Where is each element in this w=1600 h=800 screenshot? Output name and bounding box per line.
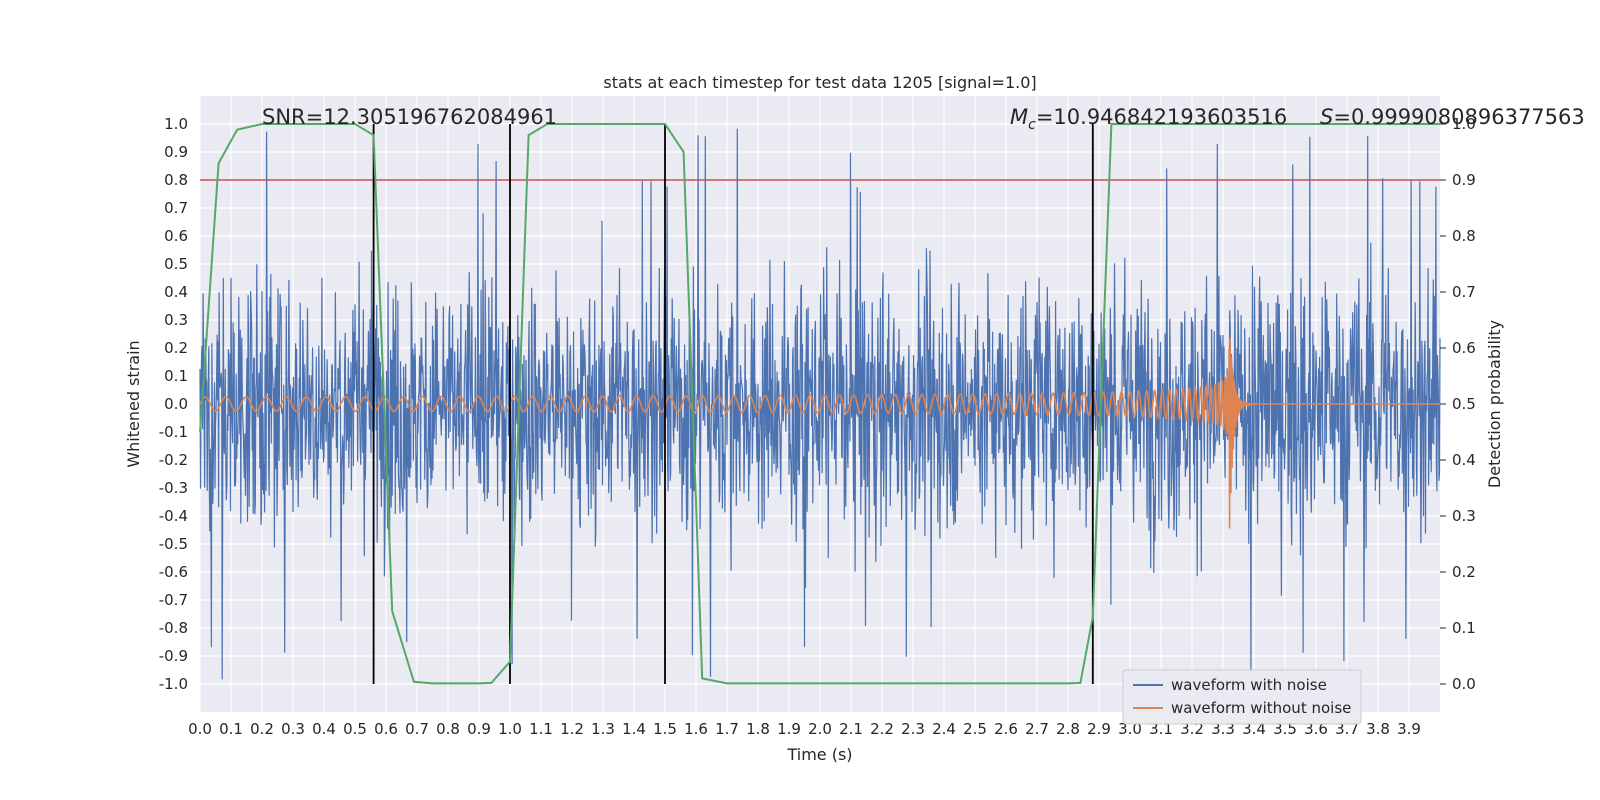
- y2-axis-label: Detection probability: [1485, 320, 1504, 488]
- y-tick-label: 0.4: [164, 283, 188, 301]
- y2-tick-label: 0.3: [1452, 507, 1476, 525]
- y-tick-label: -0.4: [159, 507, 188, 525]
- x-tick-label: 2.2: [870, 720, 894, 738]
- y2-axis-ticks: 1.0 0.9 0.8 0.7 0.6 0.5 0.4 0.3 0.2 0.1 0.0: [1440, 115, 1476, 693]
- y-tick-label: 0.5: [164, 255, 188, 273]
- y-tick-label: 0.2: [164, 339, 188, 357]
- x-tick-label: 0.9: [467, 720, 491, 738]
- s-value: =0.9999080896377563: [1333, 105, 1584, 129]
- x-tick-label: 2.3: [901, 720, 925, 738]
- detection-probability-line: [199, 123, 1440, 685]
- y-tick-label: -0.6: [159, 563, 188, 581]
- x-tick-label: 3.8: [1366, 720, 1390, 738]
- y-tick-label: -0.1: [159, 423, 188, 441]
- y2-tick-label: 0.6: [1452, 339, 1476, 357]
- y2-tick-label: 0.5: [1452, 395, 1476, 413]
- x-tick-label: 2.5: [963, 720, 987, 738]
- chart-title: stats at each timestep for test data 120…: [603, 73, 1036, 92]
- x-tick-label: 2.0: [808, 720, 832, 738]
- y-tick-label: 0.6: [164, 227, 188, 245]
- y-tick-label: 1.0: [164, 115, 188, 133]
- y-tick-label: 0.9: [164, 143, 188, 161]
- y-tick-label: 0.7: [164, 199, 188, 217]
- x-tick-label: 2.9: [1087, 720, 1111, 738]
- legend: waveform with noise waveform without noi…: [1122, 669, 1362, 725]
- s-annotation: S=0.9999080896377563: [1320, 105, 1585, 129]
- y-tick-label: -0.2: [159, 451, 188, 469]
- x-tick-label: 2.7: [1025, 720, 1049, 738]
- x-tick-label: 0.3: [281, 720, 305, 738]
- x-tick-label: 1.6: [684, 720, 708, 738]
- x-tick-label: 1.2: [560, 720, 584, 738]
- x-tick-label: 2.1: [839, 720, 863, 738]
- x-tick-label: 0.5: [343, 720, 367, 738]
- chirp-mass-annotation: Mc=10.946842193603516: [1010, 105, 1287, 133]
- x-tick-label: 0.7: [405, 720, 429, 738]
- x-tick-label: 3.9: [1397, 720, 1421, 738]
- x-axis-label: Time (s): [786, 745, 852, 764]
- x-tick-label: 1.8: [746, 720, 770, 738]
- y-tick-label: 0.8: [164, 171, 188, 189]
- x-tick-label: 0.0: [188, 720, 212, 738]
- x-tick-label: 1.3: [591, 720, 615, 738]
- y2-tick-label: 0.4: [1452, 451, 1476, 469]
- legend-label-clean: waveform without noise: [1171, 699, 1351, 717]
- y-tick-label: -0.8: [159, 619, 188, 637]
- x-tick-label: 0.2: [250, 720, 274, 738]
- mc-symbol: M: [1010, 105, 1028, 129]
- y-tick-label: -0.7: [159, 591, 188, 609]
- y2-tick-label: 0.8: [1452, 227, 1476, 245]
- x-tick-label: 1.7: [715, 720, 739, 738]
- x-tick-label: 2.6: [994, 720, 1018, 738]
- y-tick-label: -0.3: [159, 479, 188, 497]
- y-tick-label: -0.5: [159, 535, 188, 553]
- y2-tick-label: 0.9: [1452, 171, 1476, 189]
- y2-tick-label: 0.2: [1452, 563, 1476, 581]
- x-tick-label: 1.4: [622, 720, 646, 738]
- mc-subscript: c: [1028, 117, 1036, 133]
- y-tick-label: 0.0: [164, 395, 188, 413]
- x-tick-label: 1.9: [777, 720, 801, 738]
- x-tick-label: 1.5: [653, 720, 677, 738]
- y-axis-ticks: 1.0 0.9 0.8 0.7 0.6 0.5 0.4 0.3 0.2 0.1 0.0 -0.1 -0.…: [159, 115, 188, 693]
- waveform-without-noise-line: [199, 337, 1440, 529]
- x-tick-label: 2.8: [1056, 720, 1080, 738]
- x-tick-label: 0.8: [436, 720, 460, 738]
- y2-tick-label: 1.0: [1452, 115, 1476, 133]
- series-detection-probability: [199, 123, 1440, 685]
- y-axis-label: Whitened strain: [124, 340, 143, 467]
- x-tick-label: 0.1: [219, 720, 243, 738]
- y2-tick-label: 0.7: [1452, 283, 1476, 301]
- series-waveform-without-noise: [199, 337, 1440, 529]
- x-tick-label: 1.1: [529, 720, 553, 738]
- y-tick-label: 0.3: [164, 311, 188, 329]
- x-tick-label: 2.4: [932, 720, 956, 738]
- x-tick-label: 0.4: [312, 720, 336, 738]
- legend-box: [1122, 669, 1362, 725]
- y-tick-label: -0.9: [159, 647, 188, 665]
- y-tick-label: -1.0: [159, 675, 188, 693]
- x-tick-label: 0.6: [374, 720, 398, 738]
- y2-tick-label: 0.0: [1452, 675, 1476, 693]
- legend-label-noisy: waveform with noise: [1171, 676, 1327, 694]
- y2-tick-label: 0.1: [1452, 619, 1476, 637]
- snr-annotation: SNR=12.305196762084961: [262, 105, 557, 129]
- s-symbol: S: [1320, 105, 1333, 129]
- mc-value: =10.946842193603516: [1036, 105, 1287, 129]
- x-tick-label: 1.0: [498, 720, 522, 738]
- y-tick-label: 0.1: [164, 367, 188, 385]
